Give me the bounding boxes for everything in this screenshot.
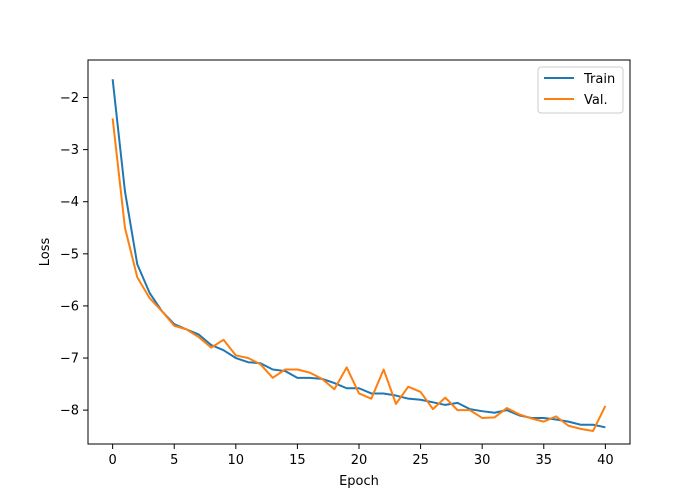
y-tick-label: −3 — [60, 143, 79, 158]
x-tick-label: 30 — [474, 453, 491, 468]
legend-label-val: Val. — [584, 93, 608, 108]
series-layer — [111, 79, 607, 432]
y-tick-label: −2 — [60, 91, 79, 106]
series-line-val — [111, 118, 607, 432]
y-axis-ticks: −8 −7 −6 −5 −4 −3 −2 — [60, 91, 88, 419]
x-tick-label: 40 — [597, 453, 614, 468]
x-axis-ticks: 0 5 10 15 20 25 30 35 40 — [108, 444, 614, 468]
y-tick-label: −6 — [60, 299, 79, 314]
legend: Train Val. — [537, 66, 624, 114]
x-tick-label: 35 — [535, 453, 552, 468]
x-tick-label: 10 — [228, 453, 245, 468]
x-tick-label: 0 — [108, 453, 116, 468]
y-tick-label: −7 — [60, 352, 79, 367]
y-tick-label: −4 — [60, 195, 79, 210]
x-tick-label: 5 — [170, 453, 178, 468]
x-tick-label: 25 — [412, 453, 429, 468]
x-tick-label: 15 — [289, 453, 306, 468]
y-tick-label: −5 — [60, 247, 79, 262]
y-tick-label: −8 — [60, 404, 79, 419]
x-axis-label: Epoch — [339, 474, 379, 489]
x-tick-label: 20 — [351, 453, 368, 468]
legend-label-train: Train — [583, 72, 615, 87]
y-axis-label: Loss — [38, 238, 53, 267]
